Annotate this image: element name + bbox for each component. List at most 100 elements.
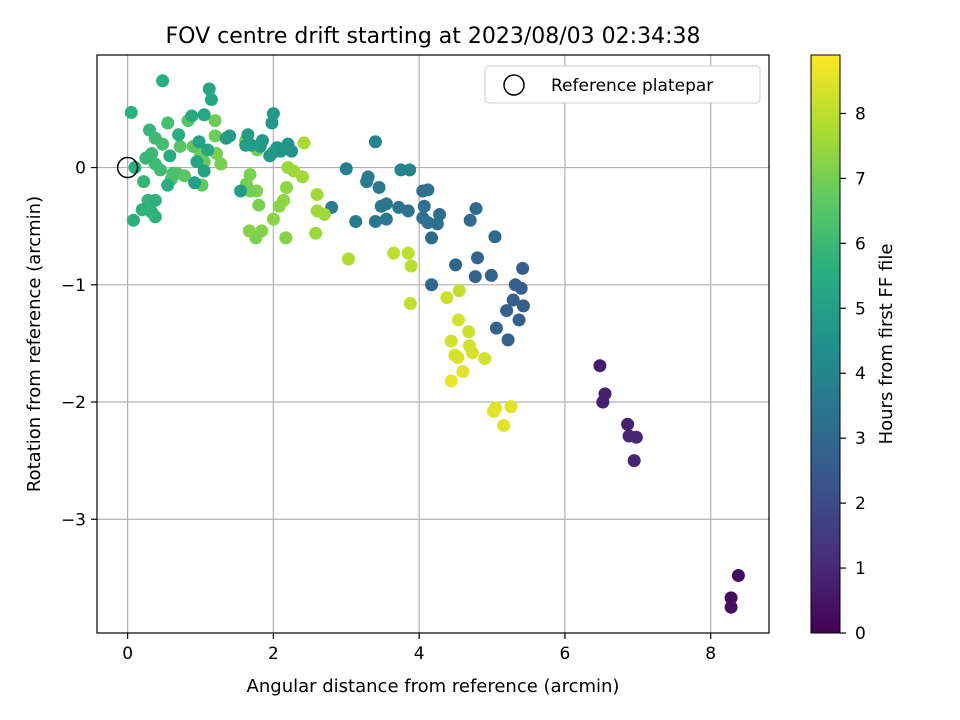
data-points <box>124 74 745 614</box>
data-point <box>731 569 745 583</box>
data-point <box>285 144 299 158</box>
data-point <box>281 161 295 175</box>
y-axis-ticks: 0 −1 −2 −3 <box>61 159 97 530</box>
data-point <box>135 203 149 217</box>
data-point <box>197 108 211 122</box>
legend-label: Reference platepar <box>551 76 713 96</box>
data-point <box>161 178 175 192</box>
data-point <box>440 291 454 305</box>
data-point <box>449 258 463 272</box>
reference-platepar-marker <box>116 156 139 179</box>
data-point <box>456 365 470 379</box>
x-tick-label: 0 <box>122 644 133 664</box>
y-axis-label: Rotation from reference (arcmin) <box>24 196 45 492</box>
data-point <box>148 210 162 224</box>
data-point <box>172 128 186 142</box>
x-axis-ticks: 0 2 4 6 8 <box>122 633 716 664</box>
legend-marker-icon <box>503 74 525 96</box>
y-tick-label: 0 <box>75 159 86 179</box>
x-tick-label: 4 <box>414 644 425 664</box>
data-point <box>241 128 255 142</box>
data-point <box>208 114 222 128</box>
data-point <box>368 135 382 149</box>
data-point <box>139 151 153 165</box>
data-point <box>374 199 388 213</box>
colorbar-tick-label: 7 <box>855 169 866 189</box>
data-point <box>360 175 374 189</box>
data-point <box>488 230 502 244</box>
data-point <box>148 157 162 171</box>
data-point <box>297 136 311 150</box>
data-point <box>403 163 417 177</box>
data-point <box>368 214 382 228</box>
data-point <box>392 200 406 214</box>
data-point <box>188 176 202 190</box>
data-point <box>497 418 511 432</box>
data-point <box>126 213 140 227</box>
data-point <box>185 109 199 123</box>
data-point <box>514 281 528 295</box>
data-point <box>462 325 476 339</box>
data-point <box>148 193 162 207</box>
colorbar-label: Hours from first FF file <box>876 244 897 445</box>
data-point <box>724 591 738 605</box>
data-point <box>266 107 280 121</box>
y-tick-label: −1 <box>61 276 86 296</box>
data-point <box>484 268 498 282</box>
plot-frame <box>96 54 770 634</box>
data-point <box>470 251 484 265</box>
data-point <box>280 180 294 194</box>
data-point <box>192 135 206 149</box>
data-point <box>444 374 458 388</box>
data-point <box>404 259 418 273</box>
data-point <box>156 74 170 88</box>
data-point <box>243 184 257 198</box>
data-point <box>309 226 323 240</box>
y-tick-label: −3 <box>61 510 86 530</box>
data-point <box>593 359 607 373</box>
data-point <box>255 134 269 148</box>
legend: Reference platepar <box>484 65 761 104</box>
data-point <box>124 105 138 119</box>
data-point <box>163 149 177 163</box>
data-point <box>201 143 215 157</box>
data-point <box>204 93 218 107</box>
data-point <box>417 199 431 213</box>
x-axis-label: Angular distance from reference (arcmin) <box>247 676 620 697</box>
data-point <box>161 116 175 130</box>
data-point <box>596 395 610 409</box>
data-point <box>500 304 514 318</box>
data-point <box>627 454 641 468</box>
chart-title: FOV centre drift starting at 2023/08/03 … <box>166 24 701 49</box>
data-point <box>166 166 180 180</box>
colorbar-tick-label: 2 <box>855 494 866 514</box>
data-point <box>463 213 477 227</box>
colorbar-tick-label: 1 <box>855 559 866 579</box>
colorbar-tick-label: 6 <box>855 234 866 254</box>
data-point <box>202 82 216 96</box>
data-point <box>621 417 635 431</box>
data-point <box>349 214 363 228</box>
colorbar-tick-label: 3 <box>855 429 866 449</box>
data-point <box>266 212 280 226</box>
data-point <box>137 175 151 189</box>
colorbar <box>810 54 841 634</box>
data-point <box>341 252 355 266</box>
data-point <box>421 183 435 197</box>
data-point <box>223 129 237 143</box>
data-point <box>516 299 530 313</box>
data-point <box>128 161 142 175</box>
data-point <box>425 231 439 245</box>
data-point <box>252 198 266 212</box>
data-point <box>190 155 204 169</box>
data-point <box>142 123 156 137</box>
data-point <box>468 270 482 284</box>
colorbar-ticks: 0 1 2 3 4 5 6 7 8 <box>840 104 866 644</box>
data-point <box>403 297 417 311</box>
colorbar-tick-label: 4 <box>855 364 866 384</box>
data-point <box>516 261 530 275</box>
colorbar-tick-label: 5 <box>855 299 866 319</box>
data-point <box>489 401 503 415</box>
data-point <box>279 231 293 245</box>
